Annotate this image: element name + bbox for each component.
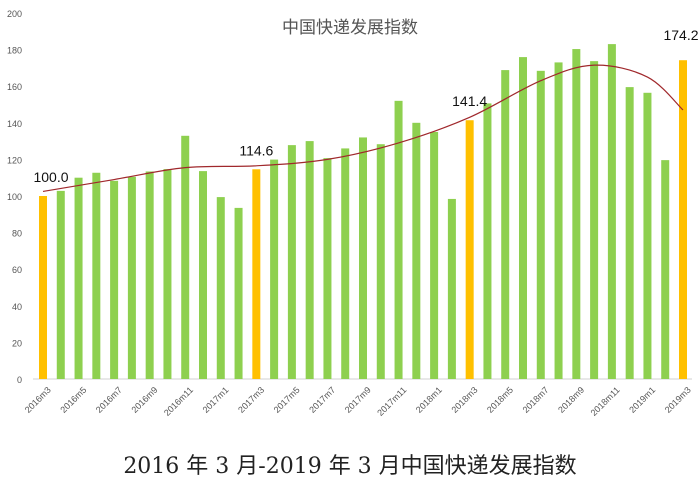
x-tick-label: 2017m5	[272, 385, 302, 415]
x-tick-label: 2016m3	[23, 385, 53, 415]
x-tick-label: 2018m11	[589, 385, 622, 418]
trend-line	[42, 64, 684, 193]
x-tick-label: 2016m11	[162, 385, 195, 418]
chart-title: 中国快递发展指数	[282, 18, 418, 37]
y-axis: 0 20 40 60 80 100 120 140 160 180 200	[7, 9, 22, 385]
bar-2017m3	[252, 169, 261, 379]
y-tick-label: 160	[7, 82, 22, 92]
x-tick-label: 2018m7	[521, 385, 551, 415]
bar-2019m1	[643, 92, 652, 380]
bar-2018m8	[554, 62, 563, 379]
bar-2018m1	[430, 131, 439, 379]
bar-chart: 中国快递发展指数 0 20 40 60 80 100 120 140 160 180 200 100…	[7, 9, 699, 418]
bar-2018m12	[625, 87, 634, 380]
x-tick-label: 2016m9	[129, 385, 159, 415]
x-tick-label: 2019m1	[627, 385, 657, 415]
bar-2017m7	[323, 158, 332, 379]
bar-2017m6	[305, 141, 314, 379]
bar-2016m9	[145, 171, 154, 379]
bars	[39, 44, 687, 380]
bar-2016m4	[56, 190, 65, 379]
x-tick-label: 2018m3	[449, 385, 479, 415]
bar-2019m2	[661, 160, 670, 379]
bar-2016m11	[181, 135, 190, 379]
data-label: 114.6	[239, 142, 273, 158]
bar-2017m12	[412, 122, 421, 380]
x-tick-label: 2017m1	[201, 385, 231, 415]
bar-2017m2	[234, 207, 243, 379]
bar-2016m5	[74, 177, 83, 379]
bar-2017m10	[376, 144, 385, 379]
bar-2018m5	[501, 70, 510, 379]
x-tick-label: 2019m3	[663, 385, 693, 415]
bar-2018m6	[519, 57, 527, 380]
x-tick-label: 2018m1	[414, 385, 444, 415]
y-tick-label: 40	[12, 302, 22, 312]
bar-2018m4	[483, 103, 492, 379]
x-axis: 2016m3 2016m5 2016m7 2016m9 2016m11 2017m1 201…	[23, 385, 693, 418]
y-tick-label: 140	[7, 119, 22, 129]
y-tick-label: 180	[7, 46, 22, 56]
bar-2016m12	[199, 171, 207, 379]
bar-2018m11	[607, 44, 616, 380]
bar-2017m1	[216, 197, 225, 379]
x-tick-label: 2017m7	[307, 385, 337, 415]
bar-2018m3	[465, 120, 474, 379]
data-label: 141.4	[452, 93, 487, 109]
bar-2016m7	[110, 180, 119, 379]
x-tick-label: 2017m9	[343, 385, 373, 415]
bar-2017m11	[394, 100, 403, 379]
bar-2016m8	[127, 176, 136, 379]
y-tick-label: 200	[7, 9, 22, 19]
bar-2017m8	[341, 148, 350, 379]
y-tick-label: 0	[17, 375, 22, 385]
x-tick-label: 2018m9	[556, 385, 586, 415]
bar-2018m10	[590, 61, 599, 380]
bar-2017m9	[359, 137, 367, 379]
data-label: 100.0	[33, 169, 68, 185]
x-tick-label: 2017m3	[236, 385, 266, 415]
bar-2017m5	[287, 145, 296, 379]
y-tick-label: 100	[7, 192, 22, 202]
bar-2018m9	[572, 49, 581, 380]
bar-2016m6	[92, 172, 101, 379]
figure-caption: 2016 年 3 月-2019 年 3 月中国快递发展指数	[123, 454, 577, 479]
y-tick-label: 80	[12, 229, 22, 239]
data-label: 174.2	[663, 27, 698, 43]
bar-2018m7	[536, 70, 545, 379]
y-tick-label: 60	[12, 265, 22, 275]
x-tick-label: 2018m5	[485, 385, 515, 415]
x-tick-label: 2016m7	[94, 385, 124, 415]
x-tick-label: 2016m5	[58, 385, 88, 415]
data-labels: 100.0 114.6 141.4 174.2	[33, 27, 698, 185]
y-tick-label: 20	[12, 338, 22, 348]
bar-2017m4	[270, 159, 279, 379]
bar-2018m2	[447, 198, 456, 379]
x-tick-label: 2017m11	[375, 385, 408, 418]
y-tick-label: 120	[7, 155, 22, 165]
bar-2019m3	[679, 60, 687, 380]
bar-2016m3	[39, 196, 47, 379]
bar-2016m10	[163, 169, 172, 379]
